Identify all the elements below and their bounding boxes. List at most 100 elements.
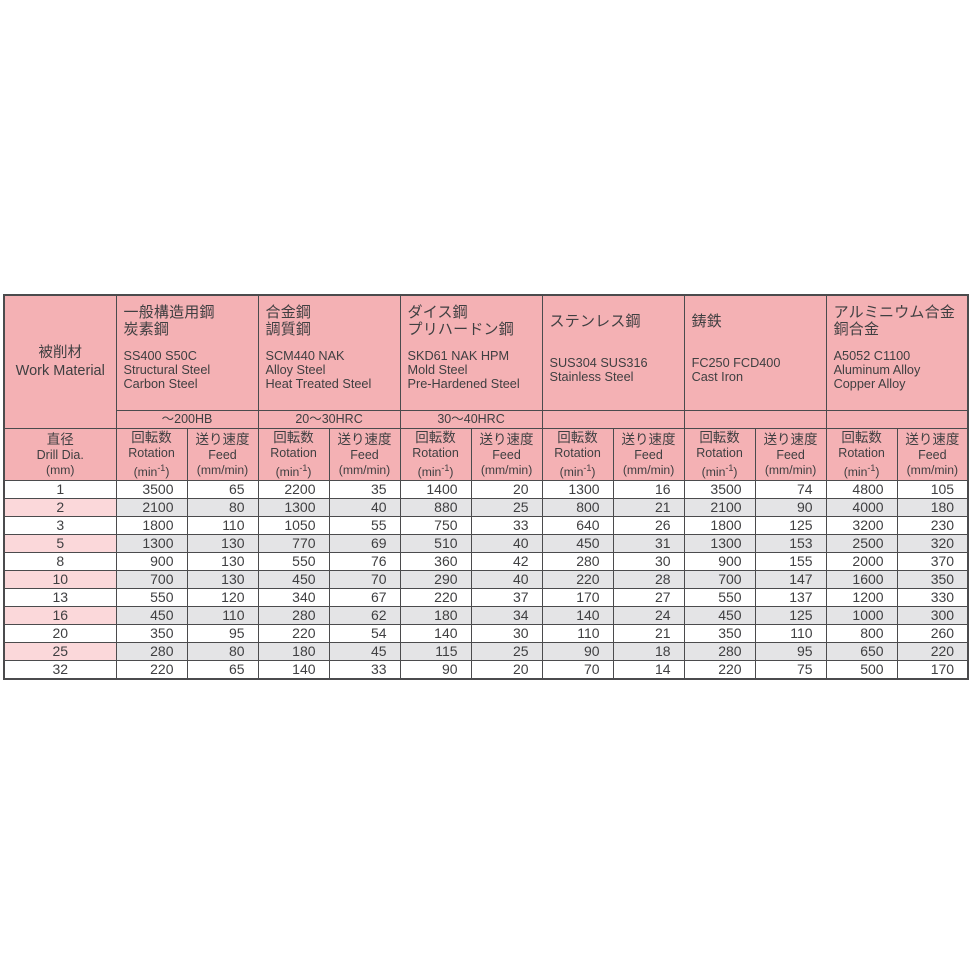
material-name-en-line: Copper Alloy xyxy=(833,377,906,391)
feed-value-cell: 16 xyxy=(612,480,685,500)
drill-dia-cell: 1 xyxy=(3,480,117,500)
rotation-value-cell: 450 xyxy=(115,606,188,626)
feed-value-cell: 28 xyxy=(612,570,685,590)
table-row: 2 2100 80 1300 40 880 25 800 21 2100 90 4000 180 xyxy=(3,498,969,518)
rotation-header: 回転数 Rotation (min-1) xyxy=(541,427,614,482)
rotation-value-cell: 3500 xyxy=(683,480,756,500)
material-name-en-line: SCM440 NAK xyxy=(265,349,345,363)
feed-value-cell: 90 xyxy=(754,498,827,518)
rotation-value-cell: 1800 xyxy=(115,516,188,536)
material-name-en: FC250 FCD400 Cast Iron xyxy=(692,348,822,392)
feed-unit: (mm/min) xyxy=(338,463,391,478)
rotation-value-cell: 800 xyxy=(541,498,614,518)
feed-header: 送り速度 Feed (mm/min) xyxy=(186,427,259,482)
material-name-en: SUS304 SUS316 Stainless Steel xyxy=(550,348,680,392)
feed-value-cell: 27 xyxy=(612,588,685,608)
rotation-value-cell: 1300 xyxy=(115,534,188,554)
drill-dia-cell: 3 xyxy=(3,516,117,536)
material-name-en-line: Heat Treated Steel xyxy=(265,377,372,391)
feed-value-cell: 76 xyxy=(328,552,401,572)
rotation-value-cell: 280 xyxy=(683,642,756,662)
rotation-value-cell: 2100 xyxy=(683,498,756,518)
rotation-value-cell: 290 xyxy=(399,570,472,590)
material-header-inner: 一般構造用鋼 炭素鋼 SS400 S50C Structural Steel Carbo… xyxy=(117,296,257,410)
feed-value-cell: 30 xyxy=(470,624,543,644)
drill-dia-cell: 16 xyxy=(3,606,117,626)
rotation-value-cell: 90 xyxy=(541,642,614,662)
rotation-value-cell: 500 xyxy=(825,660,898,680)
feed-value-cell: 75 xyxy=(754,660,827,680)
feed-value-cell: 14 xyxy=(612,660,685,680)
feed-en: Feed xyxy=(350,448,379,463)
feed-value-cell: 180 xyxy=(896,498,969,518)
feed-header: 送り速度 Feed (mm/min) xyxy=(754,427,827,482)
material-name-en-line: Aluminum Alloy xyxy=(833,363,921,377)
rotation-value-cell: 280 xyxy=(541,552,614,572)
feed-value-cell: 220 xyxy=(896,642,969,662)
feed-value-cell: 21 xyxy=(612,498,685,518)
rotation-header: 回転数 Rotation (min-1) xyxy=(683,427,756,482)
feed-value-cell: 26 xyxy=(612,516,685,536)
material-name-en-line: SUS304 SUS316 xyxy=(549,356,648,370)
rotation-value-cell: 280 xyxy=(115,642,188,662)
material-name-jp-line: プリハードン鋼 xyxy=(407,321,514,338)
rotation-value-cell: 2500 xyxy=(825,534,898,554)
material-name-en-line: Cast Iron xyxy=(691,370,744,384)
feed-value-cell: 37 xyxy=(470,588,543,608)
material-name-en-line: A5052 C1100 xyxy=(833,349,911,363)
rotation-value-cell: 700 xyxy=(115,570,188,590)
rotation-value-cell: 350 xyxy=(115,624,188,644)
feed-value-cell: 42 xyxy=(470,552,543,572)
feed-value-cell: 125 xyxy=(754,516,827,536)
material-name-en-line: FC250 FCD400 xyxy=(691,356,781,370)
rotation-unit-suffix: ) xyxy=(733,465,738,480)
rotation-jp: 回転数 xyxy=(841,430,882,445)
rotation-value-cell: 220 xyxy=(257,624,330,644)
rotation-value-cell: 900 xyxy=(115,552,188,572)
feed-jp: 送り速度 xyxy=(479,432,534,448)
table-row: 13 550 120 340 67 220 37 170 27 550 137 1200 330 xyxy=(3,588,969,608)
rotation-jp: 回転数 xyxy=(415,430,456,445)
drill-dia-cell: 20 xyxy=(3,624,117,644)
rotation-value-cell: 70 xyxy=(541,660,614,680)
rotation-value-cell: 1050 xyxy=(257,516,330,536)
material-name-en: SCM440 NAK Alloy Steel Heat Treated Steel xyxy=(266,348,396,392)
material-name-jp-line: 一般構造用鋼 xyxy=(123,304,215,321)
rotation-value-cell: 340 xyxy=(257,588,330,608)
rotation-value-cell: 900 xyxy=(683,552,756,572)
rotation-unit-suffix: ) xyxy=(449,465,454,480)
rotation-unit-sup: -1 xyxy=(157,463,166,473)
rotation-jp: 回転数 xyxy=(699,430,740,445)
feed-value-cell: 30 xyxy=(612,552,685,572)
rotation-value-cell: 2200 xyxy=(257,480,330,500)
work-material-jp: 被削材 xyxy=(38,345,83,361)
feed-value-cell: 110 xyxy=(186,606,259,626)
drill-dia-cell: 10 xyxy=(3,570,117,590)
material-name-jp-line: ダイス鋼 xyxy=(407,304,468,321)
rotation-header: 回転数 Rotation (min-1) xyxy=(257,427,330,482)
rotation-value-cell: 90 xyxy=(399,660,472,680)
rotation-value-cell: 1300 xyxy=(683,534,756,554)
hardness-cell: ～200HB xyxy=(115,410,259,429)
feed-jp: 送り速度 xyxy=(195,432,250,448)
rotation-value-cell: 450 xyxy=(257,570,330,590)
feed-value-cell: 320 xyxy=(896,534,969,554)
feed-jp: 送り速度 xyxy=(905,432,960,448)
feed-en: Feed xyxy=(918,448,947,463)
rotation-unit: (min-1) xyxy=(827,461,896,480)
rotation-en: Rotation xyxy=(554,446,601,460)
rotation-value-cell: 750 xyxy=(399,516,472,536)
rotation-value-cell: 180 xyxy=(257,642,330,662)
rotation-value-cell: 1600 xyxy=(825,570,898,590)
feed-value-cell: 120 xyxy=(186,588,259,608)
rotation-value-cell: 140 xyxy=(399,624,472,644)
rotation-value-cell: 1300 xyxy=(257,498,330,518)
material-header-inner: ダイス鋼 プリハードン鋼 SKD61 NAK HPM Mold Steel Pre-Ha… xyxy=(401,296,541,410)
material-name-en: SKD61 NAK HPM Mold Steel Pre-Hardened Stee… xyxy=(408,348,538,392)
rotation-value-cell: 450 xyxy=(683,606,756,626)
rotation-unit-sup: -1 xyxy=(299,463,308,473)
material-header: ダイス鋼 プリハードン鋼 SKD61 NAK HPM Mold Steel Pre-Ha… xyxy=(399,294,543,411)
rotation-value-cell: 650 xyxy=(825,642,898,662)
rotation-unit: (min-1) xyxy=(401,461,470,480)
table-row: 1 3500 65 2200 35 1400 20 1300 16 3500 74 4800 105 xyxy=(3,480,969,500)
